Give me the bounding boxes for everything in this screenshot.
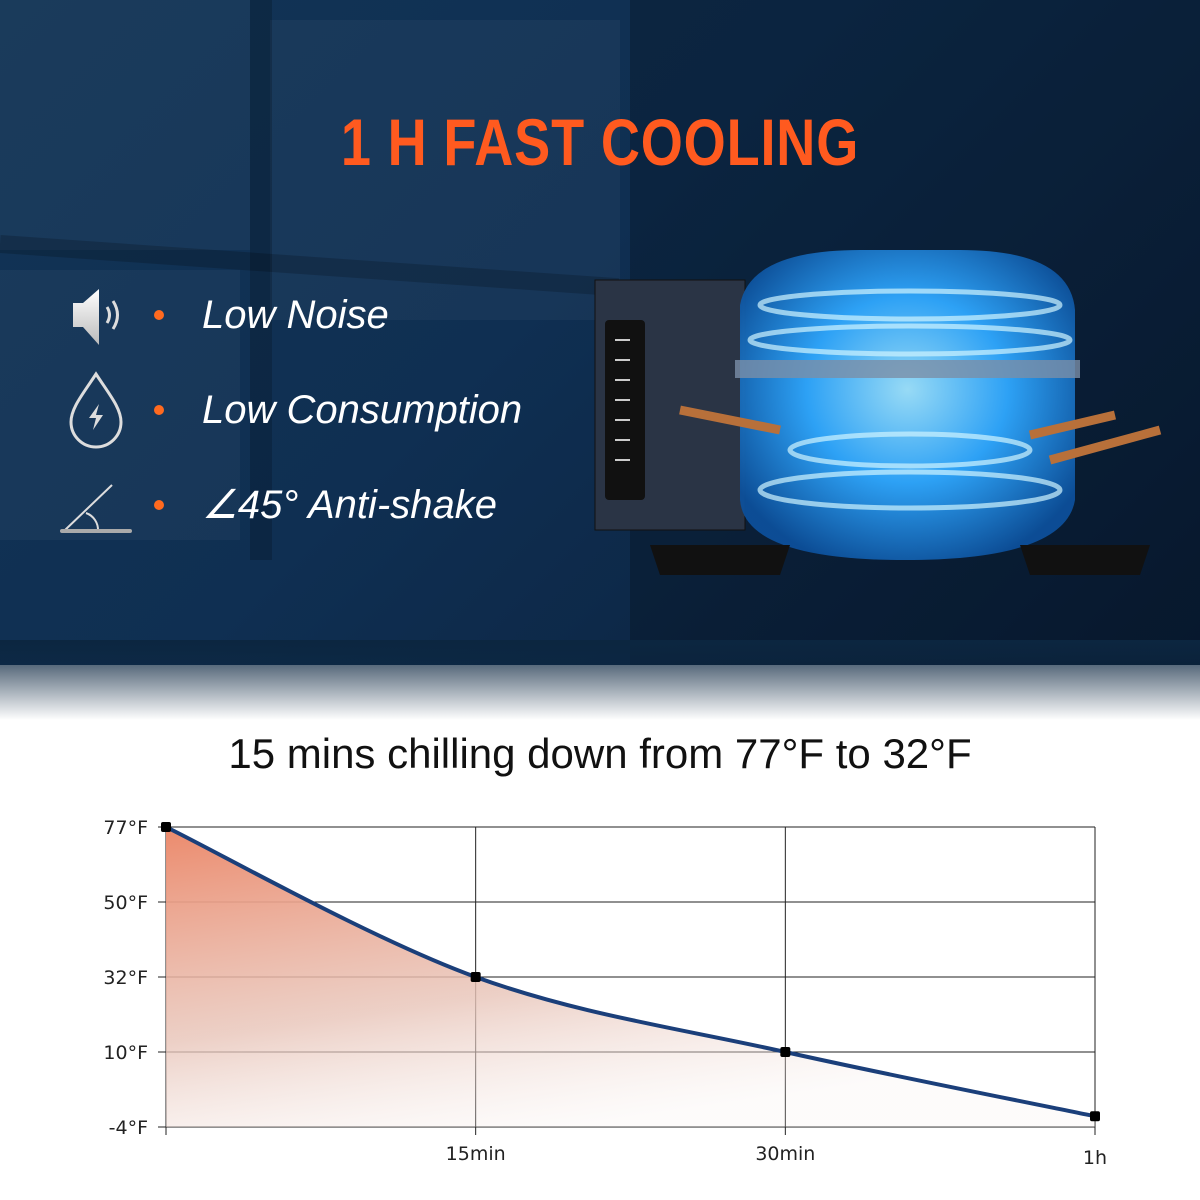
y-tick-label: 50°F [103, 892, 148, 914]
hero-title: 1 H FAST COOLING [340, 105, 860, 179]
y-tick-label: 77°F [103, 817, 148, 839]
data-point [470, 972, 481, 982]
data-point [780, 1047, 791, 1057]
feature-label: Low Noise [202, 292, 389, 337]
x-tick-label: 15min [446, 1143, 506, 1165]
chart-title: 15 mins chilling down from 77°F to 32°F [228, 730, 972, 777]
bullet-dot [154, 310, 164, 320]
angle-icon [58, 465, 134, 545]
data-point [1090, 1111, 1100, 1122]
section-fade [0, 640, 1200, 720]
x-tick-label: 30min [755, 1143, 815, 1165]
feature-anti-shake: ∠45° Anti-shake [58, 465, 497, 545]
drop-lightning-icon [58, 370, 134, 450]
feature-low-noise: Low Noise [58, 275, 389, 355]
y-tick-label: 32°F [103, 967, 148, 989]
feature-low-consumption: Low Consumption [58, 370, 522, 450]
feature-label: ∠45° Anti-shake [202, 483, 497, 527]
y-tick-label: -4°F [109, 1117, 148, 1139]
speaker-icon [58, 275, 134, 355]
series-line [165, 825, 1096, 1119]
compressor-image [594, 250, 1162, 575]
data-point [161, 822, 171, 832]
area-fill [166, 827, 1095, 1127]
bullet-dot [154, 500, 164, 510]
feature-label: Low Consumption [202, 387, 523, 432]
x-tick-label: 1h [1083, 1147, 1107, 1169]
bullet-dot [154, 405, 164, 415]
hero-banner: 1 H FAST COOLING Low Noise Low Consumpti… [0, 0, 1200, 665]
y-tick-label: 10°F [103, 1042, 148, 1064]
